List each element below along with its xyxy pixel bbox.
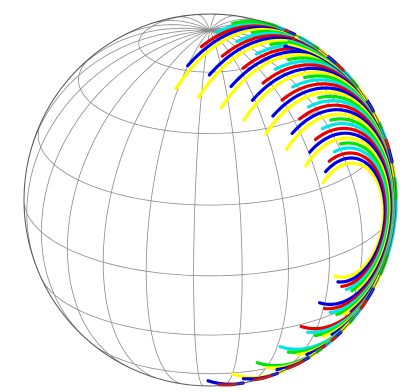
sphere-outline [23, 13, 397, 387]
orbit-tracks [174, 19, 398, 387]
grid-parallel [37, 121, 383, 206]
grid-meridian [209, 29, 243, 386]
grid-meridian [102, 29, 211, 379]
grid-meridian [149, 20, 211, 31]
grid-parallel [23, 198, 397, 277]
orbit-track [327, 151, 389, 288]
grid-meridian [66, 29, 211, 367]
grid-meridian [209, 29, 330, 377]
grid-parallel [90, 342, 329, 375]
orbit-track [324, 156, 387, 284]
grid-meridian [209, 29, 289, 383]
grid-meridian [209, 13, 218, 31]
grid-meridian [26, 29, 211, 274]
orbit-track [321, 161, 385, 279]
grid-meridian [196, 14, 211, 31]
grid-meridian [209, 15, 237, 31]
grid-meridian [193, 29, 211, 387]
